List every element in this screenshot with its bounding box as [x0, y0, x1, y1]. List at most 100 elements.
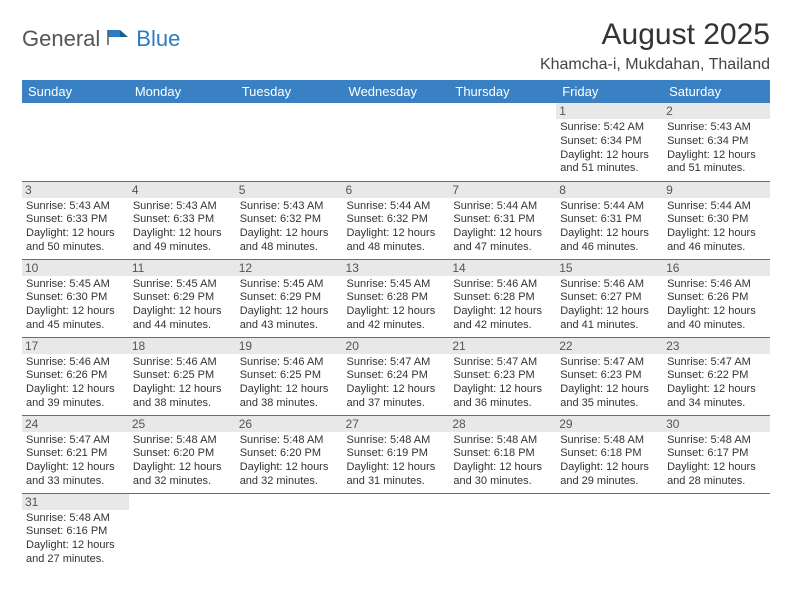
day-cell: 22Sunrise: 5:47 AMSunset: 6:23 PMDayligh… — [556, 337, 663, 415]
day-cell: 15Sunrise: 5:46 AMSunset: 6:27 PMDayligh… — [556, 259, 663, 337]
daylight-line: Daylight: 12 hours and 50 minutes. — [26, 227, 125, 255]
calendar-row: 3Sunrise: 5:43 AMSunset: 6:33 PMDaylight… — [22, 181, 770, 259]
day-cell: 19Sunrise: 5:46 AMSunset: 6:25 PMDayligh… — [236, 337, 343, 415]
sunset-line: Sunset: 6:33 PM — [133, 213, 232, 227]
sunset-line: Sunset: 6:31 PM — [560, 213, 659, 227]
sunset-line: Sunset: 6:27 PM — [560, 291, 659, 305]
sunrise-line: Sunrise: 5:45 AM — [133, 278, 232, 292]
sunrise-line: Sunrise: 5:45 AM — [347, 278, 446, 292]
sunset-line: Sunset: 6:30 PM — [667, 213, 766, 227]
day-number: 31 — [22, 494, 129, 510]
sunset-line: Sunset: 6:32 PM — [347, 213, 446, 227]
daylight-line: Daylight: 12 hours and 38 minutes. — [240, 383, 339, 411]
sunset-line: Sunset: 6:23 PM — [560, 369, 659, 383]
sunrise-line: Sunrise: 5:45 AM — [26, 278, 125, 292]
sunrise-line: Sunrise: 5:47 AM — [347, 356, 446, 370]
daylight-line: Daylight: 12 hours and 39 minutes. — [26, 383, 125, 411]
daylight-line: Daylight: 12 hours and 47 minutes. — [453, 227, 552, 255]
weekday-sat: Saturday — [663, 80, 770, 103]
sunset-line: Sunset: 6:30 PM — [26, 291, 125, 305]
day-cell: 3Sunrise: 5:43 AMSunset: 6:33 PMDaylight… — [22, 181, 129, 259]
calendar-row: 31Sunrise: 5:48 AMSunset: 6:16 PMDayligh… — [22, 493, 770, 571]
daylight-line: Daylight: 12 hours and 48 minutes. — [347, 227, 446, 255]
empty-cell — [129, 103, 236, 181]
daylight-line: Daylight: 12 hours and 46 minutes. — [560, 227, 659, 255]
daylight-line: Daylight: 12 hours and 38 minutes. — [133, 383, 232, 411]
daylight-line: Daylight: 12 hours and 28 minutes. — [667, 461, 766, 489]
day-cell: 20 Sunrise: 5:47 AMSunset: 6:24 PMDayligh… — [343, 337, 450, 415]
sunset-line: Sunset: 6:16 PM — [26, 525, 125, 539]
logo-text-general: General — [22, 26, 100, 52]
daylight-line: Daylight: 12 hours and 37 minutes. — [347, 383, 446, 411]
calendar-row: 17Sunrise: 5:46 AMSunset: 6:26 PMDayligh… — [22, 337, 770, 415]
calendar-row: 24Sunrise: 5:47 AMSunset: 6:21 PMDayligh… — [22, 415, 770, 493]
daylight-line: Daylight: 12 hours and 43 minutes. — [240, 305, 339, 333]
day-number: 5 — [236, 182, 343, 198]
sunrise-line: Sunrise: 5:46 AM — [560, 278, 659, 292]
day-number: 17 — [22, 338, 129, 354]
sunrise-line: Sunrise: 5:48 AM — [560, 434, 659, 448]
empty-cell — [22, 103, 129, 181]
sunrise-line: Sunrise: 5:47 AM — [453, 356, 552, 370]
day-cell: 23Sunrise: 5:47 AMSunset: 6:22 PMDayligh… — [663, 337, 770, 415]
sunrise-line: Sunrise: 5:44 AM — [667, 200, 766, 214]
day-number: 20 — [343, 338, 450, 354]
sunset-line: Sunset: 6:22 PM — [667, 369, 766, 383]
daylight-line: Daylight: 12 hours and 46 minutes. — [667, 227, 766, 255]
day-cell: 27Sunrise: 5:48 AMSunset: 6:19 PMDayligh… — [343, 415, 450, 493]
day-number: 6 — [343, 182, 450, 198]
day-cell: 11Sunrise: 5:45 AMSunset: 6:29 PMDayligh… — [129, 259, 236, 337]
daylight-line: Daylight: 12 hours and 42 minutes. — [453, 305, 552, 333]
calendar-table: Sunday Monday Tuesday Wednesday Thursday… — [22, 80, 770, 571]
sunrise-line: Sunrise: 5:48 AM — [240, 434, 339, 448]
day-number: 13 — [343, 260, 450, 276]
day-cell: 21Sunrise: 5:47 AMSunset: 6:23 PMDayligh… — [449, 337, 556, 415]
sunrise-line: Sunrise: 5:48 AM — [26, 512, 125, 526]
sunset-line: Sunset: 6:25 PM — [240, 369, 339, 383]
sunrise-line: Sunrise: 5:48 AM — [133, 434, 232, 448]
day-number: 29 — [556, 416, 663, 432]
day-number: 1 — [556, 103, 663, 119]
day-cell: 9 Sunrise: 5:44 AMSunset: 6:30 PMDaylight… — [663, 181, 770, 259]
weekday-mon: Monday — [129, 80, 236, 103]
sunset-line: Sunset: 6:32 PM — [240, 213, 339, 227]
sunset-line: Sunset: 6:28 PM — [347, 291, 446, 305]
sunset-line: Sunset: 6:26 PM — [26, 369, 125, 383]
sunrise-line: Sunrise: 5:48 AM — [453, 434, 552, 448]
day-cell: 16Sunrise: 5:46 AMSunset: 6:26 PMDayligh… — [663, 259, 770, 337]
sunrise-line: Sunrise: 5:46 AM — [26, 356, 125, 370]
sunset-line: Sunset: 6:25 PM — [133, 369, 232, 383]
daylight-line: Daylight: 12 hours and 40 minutes. — [667, 305, 766, 333]
sunset-line: Sunset: 6:29 PM — [133, 291, 232, 305]
day-number: 9 — [663, 182, 770, 198]
daylight-line: Daylight: 12 hours and 51 minutes. — [667, 149, 766, 177]
day-number: 24 — [22, 416, 129, 432]
day-number: 25 — [129, 416, 236, 432]
empty-cell — [449, 103, 556, 181]
day-cell: 1Sunrise: 5:42 AMSunset: 6:34 PMDaylight… — [556, 103, 663, 181]
sunrise-line: Sunrise: 5:43 AM — [133, 200, 232, 214]
sunrise-line: Sunrise: 5:44 AM — [347, 200, 446, 214]
sunset-line: Sunset: 6:24 PM — [347, 369, 446, 383]
location: Khamcha-i, Mukdahan, Thailand — [540, 56, 770, 74]
day-number: 10 — [22, 260, 129, 276]
day-number: 30 — [663, 416, 770, 432]
day-cell: 25Sunrise: 5:48 AMSunset: 6:20 PMDayligh… — [129, 415, 236, 493]
daylight-line: Daylight: 12 hours and 31 minutes. — [347, 461, 446, 489]
daylight-line: Daylight: 12 hours and 45 minutes. — [26, 305, 125, 333]
daylight-line: Daylight: 12 hours and 44 minutes. — [133, 305, 232, 333]
sunset-line: Sunset: 6:31 PM — [453, 213, 552, 227]
day-cell: 18Sunrise: 5:46 AMSunset: 6:25 PMDayligh… — [129, 337, 236, 415]
sunset-line: Sunset: 6:28 PM — [453, 291, 552, 305]
sunset-line: Sunset: 6:18 PM — [453, 447, 552, 461]
day-cell: 8Sunrise: 5:44 AMSunset: 6:31 PMDaylight… — [556, 181, 663, 259]
calendar-row: 1 Sunrise: 5:42 AMSunset: 6:34 PM Daylight… — [22, 103, 770, 181]
sunset-line: Sunset: 6:34 PM — [560, 135, 659, 149]
day-cell: 26Sunrise: 5:48 AMSunset: 6:20 PMDayligh… — [236, 415, 343, 493]
day-cell: 24Sunrise: 5:47 AMSunset: 6:21 PMDayligh… — [22, 415, 129, 493]
sunset-line: Sunset: 6:29 PM — [240, 291, 339, 305]
day-number: 7 — [449, 182, 556, 198]
sunrise-line: Sunrise: 5:45 AM — [240, 278, 339, 292]
sunrise-line: Sunrise: 5:42 AM — [560, 121, 659, 135]
empty-cell — [129, 493, 236, 571]
